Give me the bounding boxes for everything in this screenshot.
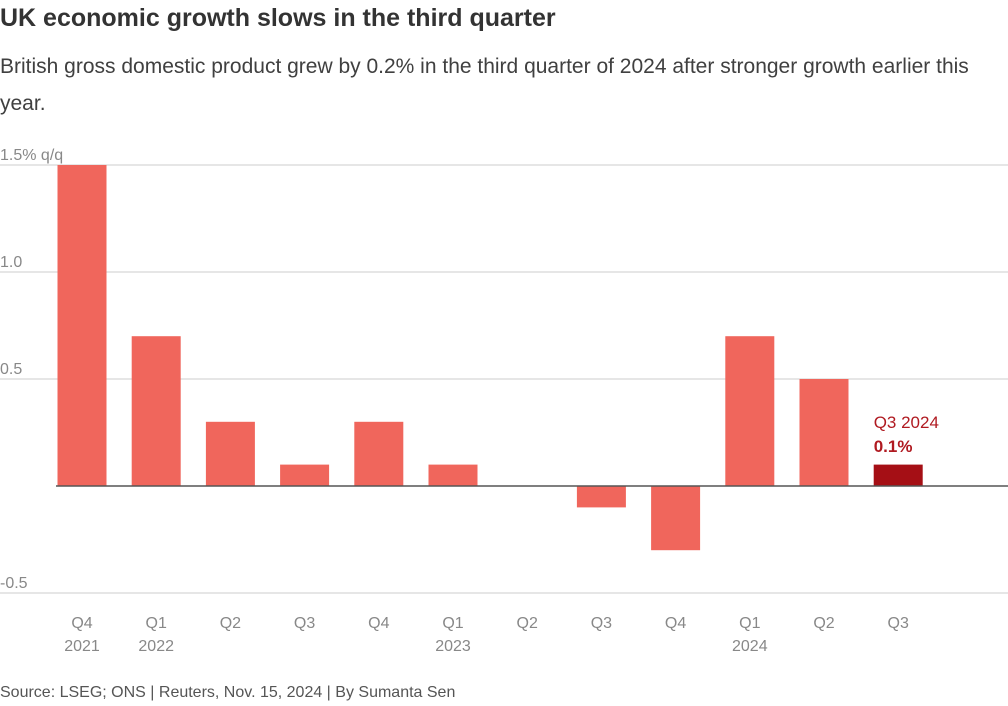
y-tick-label: 1.5% q/q	[0, 147, 63, 164]
x-tick-year: 2022	[138, 638, 174, 655]
x-tick-quarter: Q4	[368, 615, 389, 632]
x-axis-labels: Q4 2021 Q1 2022 Q2 Q3 Q4 Q1 2023 Q2 Q3 Q4 Q1 2024 Q2 Q3	[64, 615, 909, 655]
bar	[205, 421, 255, 486]
y-tick-label: 0.5	[0, 361, 22, 378]
x-tick-year: 2024	[732, 638, 768, 655]
bar	[651, 486, 701, 551]
y-axis-labels: 1.5% q/q 1.0 0.5 -0.5	[0, 147, 63, 592]
chart-subtitle: British gross domestic product grew by 0…	[0, 55, 969, 115]
y-tick-label: 1.0	[0, 254, 22, 271]
bar	[799, 379, 849, 486]
bar	[725, 336, 775, 486]
bar	[428, 464, 478, 486]
y-tick-label: -0.5	[0, 575, 28, 592]
x-tick-quarter: Q2	[220, 615, 241, 632]
chart-title: UK economic growth slows in the third qu…	[0, 4, 556, 32]
x-tick-quarter: Q2	[517, 615, 538, 632]
bar	[57, 165, 107, 486]
x-tick-quarter: Q1	[442, 615, 463, 632]
x-tick-year: 2021	[64, 638, 100, 655]
source-note: Source: LSEG; ONS | Reuters, Nov. 15, 20…	[0, 684, 456, 701]
x-tick-quarter: Q3	[591, 615, 612, 632]
annotation-label: Q3 2024	[874, 413, 939, 432]
annotation: Q3 2024 0.1%	[874, 413, 939, 456]
x-tick-quarter: Q2	[813, 615, 834, 632]
x-tick-quarter: Q3	[888, 615, 909, 632]
x-tick-year: 2023	[435, 638, 471, 655]
x-tick-quarter: Q3	[294, 615, 315, 632]
x-tick-quarter: Q4	[665, 615, 686, 632]
bars	[57, 165, 923, 551]
x-tick-quarter: Q4	[71, 615, 92, 632]
bar	[354, 421, 404, 486]
bar	[280, 464, 330, 486]
bar-highlight	[873, 464, 923, 486]
x-tick-quarter: Q1	[739, 615, 760, 632]
x-tick-quarter: Q1	[146, 615, 167, 632]
annotation-value: 0.1%	[874, 437, 913, 456]
bar	[131, 336, 181, 486]
bar	[576, 486, 626, 508]
